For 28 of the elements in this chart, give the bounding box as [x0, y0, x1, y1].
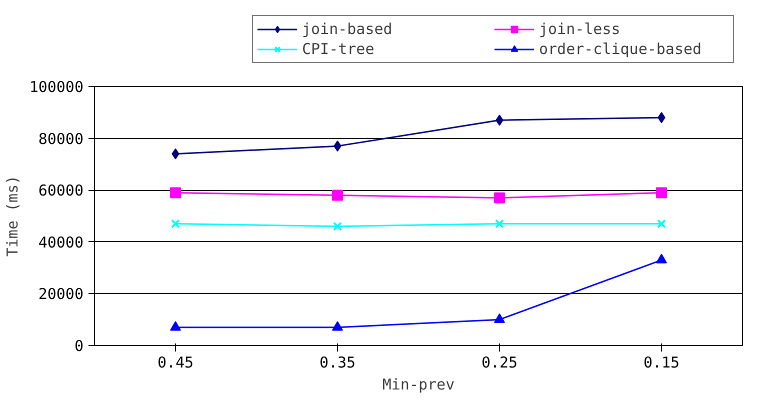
point	[332, 321, 343, 331]
point	[332, 222, 342, 231]
point	[332, 190, 343, 201]
y-tick-label: 100000	[29, 78, 84, 96]
point	[656, 254, 667, 264]
point	[494, 313, 505, 323]
legend-label: join-less	[539, 20, 622, 38]
y-tick-label: 40000	[38, 233, 84, 252]
y-tick-label: 80000	[38, 130, 84, 148]
legend-label: order-clique-based	[539, 40, 703, 58]
x-tick-label: 0.25	[481, 354, 518, 372]
x-tick-label: 0.15	[643, 354, 680, 372]
point	[494, 219, 504, 228]
point	[170, 187, 181, 198]
x-axis-title: Min-prev	[382, 376, 455, 394]
legend-label: join-based	[302, 20, 394, 38]
point	[170, 219, 180, 228]
point	[170, 321, 181, 331]
y-axis-title: Time (ms)	[3, 175, 22, 257]
point	[656, 219, 666, 228]
y-tick-label: 0	[74, 337, 84, 355]
point	[656, 187, 667, 198]
y-tick-label: 20000	[38, 285, 84, 304]
point	[494, 192, 505, 204]
y-tick-label: 60000	[38, 182, 84, 200]
x-tick-label: 0.35	[319, 354, 356, 372]
x-tick-label: 0.45	[157, 354, 194, 372]
legend-label: CPI-tree	[302, 40, 376, 58]
